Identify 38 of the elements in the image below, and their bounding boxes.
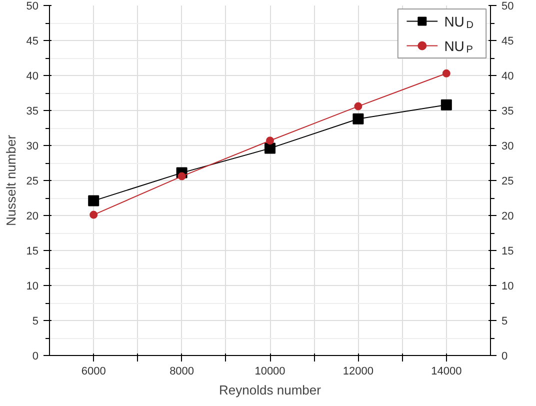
x-tick-label: 12000 [342, 366, 374, 378]
y-tick-label: 30 [26, 140, 39, 152]
y-tick-label: 15 [26, 246, 39, 258]
y-tick-label: 45 [26, 36, 39, 48]
y-tick-label: 0 [32, 350, 39, 362]
y-tick-label: 20 [26, 210, 39, 222]
y-tick-label: 10 [26, 280, 39, 292]
y2-tick-label: 45 [502, 36, 514, 48]
y2-tick-label: 30 [502, 140, 514, 152]
y2-tick-label: 15 [502, 246, 514, 258]
y-tick-label: 5 [32, 316, 39, 328]
x-tick-label: 8000 [170, 366, 194, 378]
y2-tick-label: 50 [502, 0, 514, 12]
x-tick-label: 6000 [81, 366, 106, 378]
point [88, 195, 100, 206]
y2-tick-label: 20 [502, 210, 514, 222]
y-axis-title: Nusselt number [3, 134, 18, 226]
point [90, 210, 98, 219]
y-tick-label: 25 [26, 176, 39, 188]
y2-tick-label: 35 [502, 106, 514, 118]
y-tick-label: 40 [26, 70, 39, 82]
y-tick-label: 50 [26, 0, 39, 12]
y2-tick-label: 10 [502, 280, 514, 292]
point [178, 172, 186, 180]
x-tick-label: 10000 [254, 366, 286, 378]
point [354, 102, 362, 110]
x-axis-title: Reynolds number [219, 382, 322, 398]
point [440, 99, 452, 110]
y2-tick-label: 25 [502, 176, 514, 188]
x-tick-label: 14000 [431, 366, 462, 378]
y2-tick-label: 40 [502, 70, 514, 82]
point [266, 136, 274, 145]
y2-tick-label: 0 [502, 350, 508, 362]
point [352, 113, 364, 124]
y-tick-label: 35 [26, 106, 39, 118]
point [264, 142, 276, 154]
point [442, 69, 450, 78]
y2-tick-label: 5 [502, 316, 508, 328]
